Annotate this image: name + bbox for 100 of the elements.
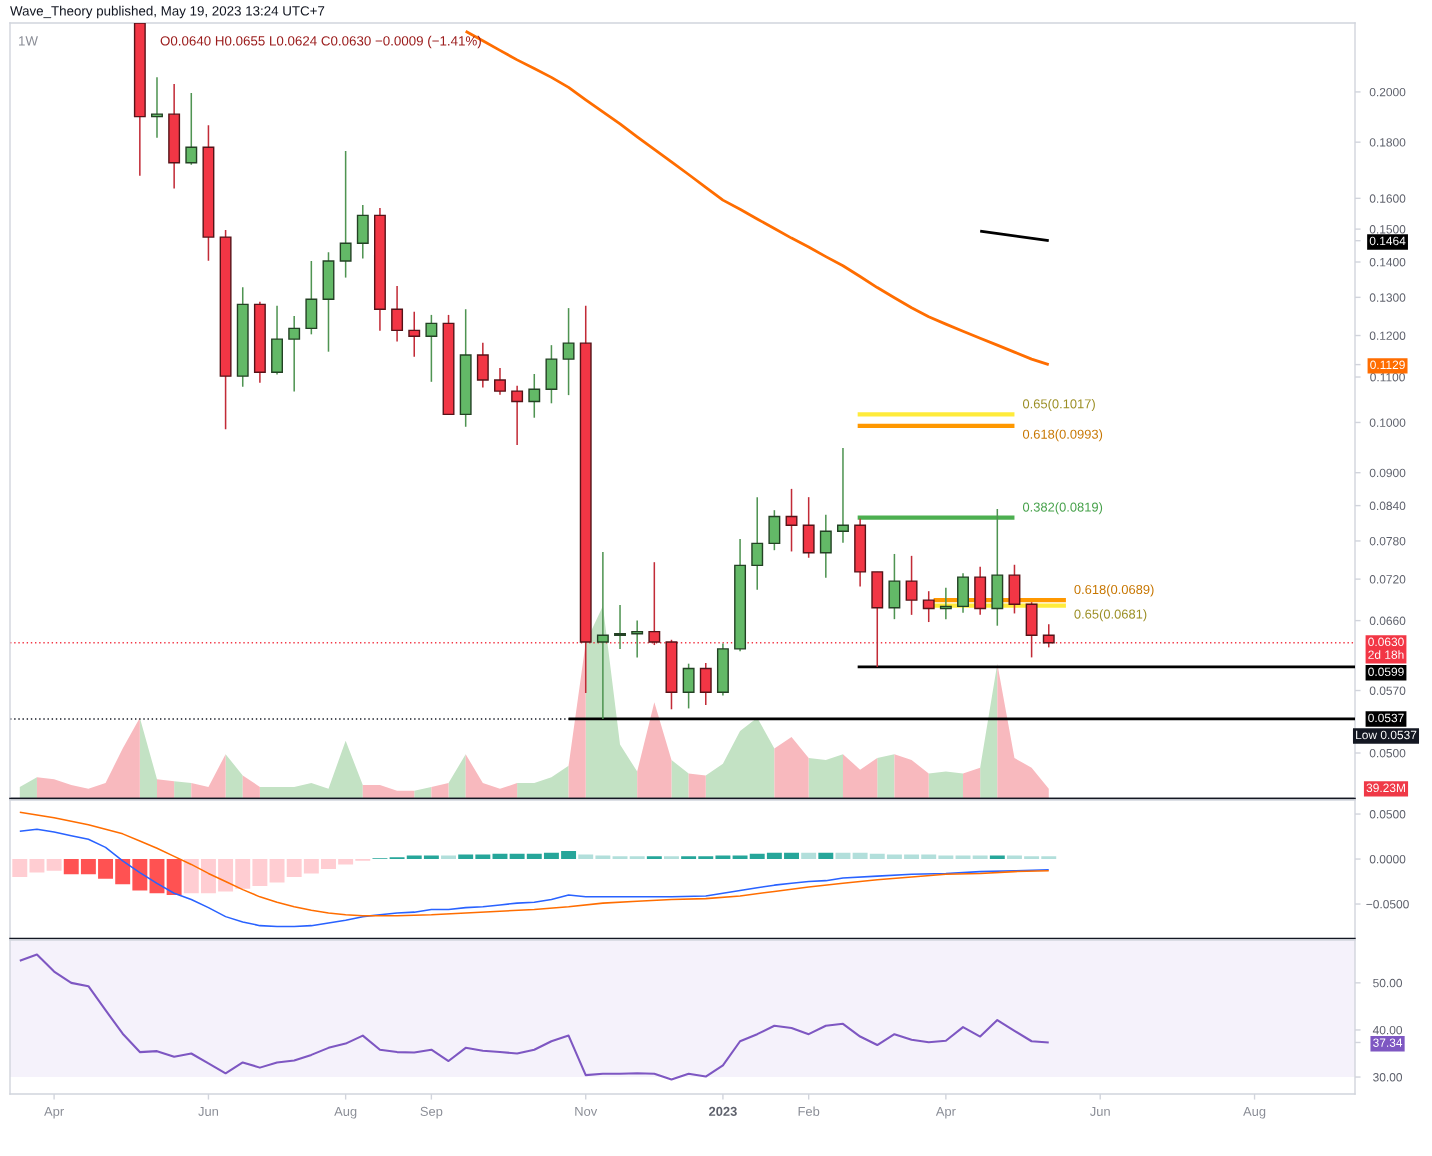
y-tick-label: 0.0570 bbox=[1369, 686, 1406, 695]
candlestick bbox=[288, 315, 301, 393]
bar bbox=[80, 859, 96, 875]
bar bbox=[646, 856, 662, 860]
bar bbox=[629, 856, 645, 860]
x-tick-label: Sep bbox=[420, 1106, 443, 1119]
bar bbox=[441, 855, 457, 860]
y-tick-label: 0.0660 bbox=[1369, 616, 1406, 626]
y-tick-label: 0.1600 bbox=[1369, 194, 1406, 203]
series-label: 0.65(0.1017) bbox=[1022, 398, 1095, 411]
candlestick bbox=[922, 590, 935, 623]
bar bbox=[12, 859, 28, 878]
bar bbox=[989, 855, 1005, 860]
bar bbox=[543, 852, 559, 860]
x-tick-label: Nov bbox=[575, 1106, 598, 1116]
bar bbox=[578, 854, 594, 860]
candlestick bbox=[819, 514, 832, 579]
candlestick bbox=[339, 150, 352, 279]
x-tick-label: 2023 bbox=[709, 1106, 737, 1117]
bar bbox=[732, 855, 748, 860]
bar bbox=[1041, 856, 1057, 860]
candlestick bbox=[939, 587, 952, 620]
text: 1W bbox=[19, 36, 38, 46]
y-tick-label: 0.1800 bbox=[1369, 138, 1406, 147]
bar bbox=[252, 859, 268, 887]
bar bbox=[766, 852, 782, 860]
y-tick-label: 0.0840 bbox=[1369, 501, 1406, 511]
bar bbox=[406, 855, 422, 860]
bar bbox=[869, 853, 885, 860]
candlestick bbox=[614, 604, 626, 650]
candlestick bbox=[785, 488, 798, 553]
y-tick-label: 0.2000 bbox=[1369, 87, 1406, 97]
bar bbox=[63, 859, 79, 875]
bar bbox=[595, 855, 611, 860]
text: O0.0640 H0.0655 L0.0624 C0.0630 −0.0009 (−1.41%) bbox=[160, 35, 481, 49]
y-tick-label: 30.00 bbox=[1373, 1073, 1403, 1082]
x-tick-label: Aug bbox=[334, 1106, 357, 1119]
bar bbox=[904, 854, 920, 860]
candlestick bbox=[391, 285, 404, 343]
y-tick-label: 0.1500 bbox=[1369, 225, 1406, 234]
y-tick-label: 0.1200 bbox=[1369, 331, 1406, 340]
candlestick bbox=[562, 307, 575, 396]
series-label: 0.618(0.0993) bbox=[1022, 429, 1103, 442]
y-tick-label: 0.0780 bbox=[1369, 536, 1406, 546]
y-tick-label: 40.00 bbox=[1372, 1025, 1403, 1035]
text: Wave_Theory published, May 19, 2023 13:24 UTC+7 bbox=[10, 5, 325, 19]
bar bbox=[938, 855, 954, 860]
line-series bbox=[19, 811, 1050, 917]
candlestick bbox=[151, 76, 163, 139]
bar bbox=[166, 859, 182, 896]
y-tick-label: 0.1464 bbox=[1369, 236, 1406, 246]
bar bbox=[955, 855, 971, 860]
y-tick-label: 50.00 bbox=[1373, 978, 1403, 988]
bar bbox=[698, 856, 714, 860]
bar bbox=[681, 856, 697, 860]
bar bbox=[1024, 856, 1040, 860]
x-tick-label: Feb bbox=[798, 1106, 820, 1116]
bar bbox=[423, 855, 439, 860]
y-tick-label: 0.0500 bbox=[1369, 810, 1406, 819]
bar bbox=[749, 853, 765, 860]
y-tick-label: 0.1000 bbox=[1369, 418, 1406, 427]
candlestick bbox=[425, 314, 438, 383]
bar bbox=[321, 859, 336, 869]
ref-line-label: Low 0.0537 bbox=[1356, 730, 1417, 740]
bar bbox=[664, 856, 679, 860]
bar bbox=[715, 855, 731, 860]
bar bbox=[818, 852, 834, 860]
bar bbox=[286, 859, 302, 878]
candlestick bbox=[751, 496, 764, 591]
candlestick bbox=[528, 373, 541, 419]
bar bbox=[972, 855, 988, 860]
data-label: 0.0537 bbox=[1368, 713, 1404, 723]
series-label: 0.65(0.0681) bbox=[1074, 609, 1147, 622]
candlestick bbox=[837, 447, 849, 544]
x-tick-label: Apr bbox=[44, 1106, 64, 1119]
y-tick-label: −0.0500 bbox=[1366, 900, 1409, 909]
bar bbox=[852, 852, 868, 860]
candlestick bbox=[494, 367, 506, 396]
x-tick-label: Jun bbox=[1090, 1106, 1110, 1116]
y-tick-label: 0.0500 bbox=[1369, 748, 1406, 758]
y-tick-label: 0.0900 bbox=[1369, 468, 1406, 478]
candlestick bbox=[682, 662, 695, 710]
bar bbox=[475, 854, 491, 860]
bar bbox=[921, 854, 937, 860]
x-tick-label: Aug bbox=[1243, 1106, 1266, 1119]
data-label: 0.0599 bbox=[1368, 667, 1404, 676]
series-label: 0.382(0.0819) bbox=[1022, 502, 1103, 515]
y-tick-label: 37.34 bbox=[1373, 1038, 1403, 1047]
candlestick bbox=[905, 555, 918, 616]
bar bbox=[303, 859, 319, 874]
bar bbox=[526, 853, 542, 860]
candlestick bbox=[699, 662, 712, 706]
bar bbox=[784, 852, 799, 860]
y-tick-label: 0.1100 bbox=[1370, 373, 1405, 382]
bar bbox=[1006, 855, 1022, 860]
candlestick bbox=[408, 311, 421, 358]
candlestick bbox=[596, 551, 609, 720]
bar bbox=[218, 859, 234, 892]
line-series bbox=[18, 953, 1050, 1081]
x-tick-label: Jun bbox=[198, 1106, 219, 1116]
